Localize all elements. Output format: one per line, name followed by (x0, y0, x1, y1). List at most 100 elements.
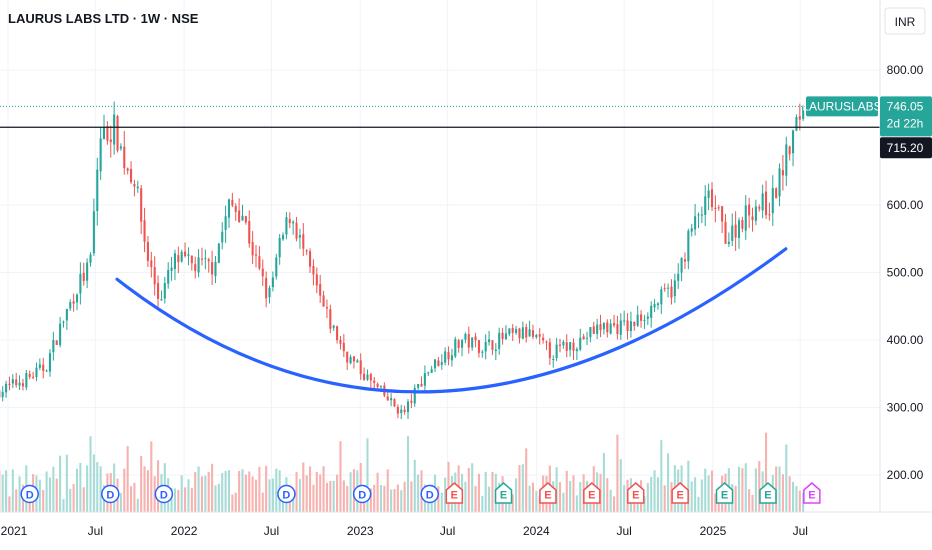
volume-bar (471, 463, 474, 512)
earnings-marker[interactable]: E (671, 482, 689, 504)
candle-body (734, 224, 737, 238)
volume-bar (717, 496, 720, 512)
candle-body (731, 225, 734, 241)
volume-bar (572, 475, 575, 512)
earnings-marker[interactable]: E (583, 482, 601, 504)
volume-bar (82, 487, 85, 512)
candle-body (400, 409, 403, 414)
volume-bar (609, 489, 612, 512)
volume-bar (366, 438, 369, 512)
candle-body (464, 333, 467, 340)
volume-bar (798, 490, 801, 512)
candle-body (8, 383, 11, 385)
volume-bar (207, 471, 210, 512)
level-price-label: 715.20 (887, 141, 924, 155)
earnings-marker[interactable]: E (445, 482, 464, 504)
candle-body (504, 333, 508, 340)
candle-body (102, 127, 106, 140)
volume-bar (184, 487, 187, 512)
volume-bar (15, 489, 18, 512)
earnings-marker[interactable]: E (715, 482, 734, 504)
candle-body (234, 206, 237, 212)
volume-bar (298, 479, 301, 512)
volume-bar (764, 432, 768, 512)
volume-bar (217, 483, 220, 512)
candle-body (52, 340, 55, 353)
volume-bar (785, 444, 788, 512)
candle-body (683, 259, 687, 262)
candle-body (579, 337, 582, 350)
candle-body (265, 277, 268, 299)
volume-bar (694, 477, 697, 512)
volume-bar (52, 466, 55, 512)
candle-body (555, 344, 558, 359)
earnings-marker[interactable]: E (494, 482, 513, 504)
event-marker-label: E (676, 490, 683, 502)
candle-body (96, 169, 99, 212)
dividend-marker[interactable]: D (277, 484, 296, 504)
candle-body (656, 303, 659, 306)
candle-body (491, 340, 494, 350)
currency-button[interactable] (884, 7, 926, 35)
time-tick-label: 2022 (171, 524, 198, 538)
volume-bar (1, 474, 4, 512)
candle-body (690, 228, 693, 232)
candle-body (258, 256, 261, 269)
volume-bar (667, 453, 670, 512)
candle-body (694, 216, 697, 230)
volume-bar (241, 469, 244, 512)
earnings-marker[interactable]: E (759, 482, 777, 504)
volume-bar (214, 485, 217, 512)
candle-body (376, 383, 379, 387)
volume-bar (69, 488, 72, 512)
candle-body (444, 351, 447, 363)
volume-bar (690, 481, 693, 512)
volume-bar (379, 484, 383, 512)
volume-bar (535, 491, 538, 512)
candle-body (271, 277, 274, 288)
dividend-marker[interactable]: D (352, 484, 372, 504)
volume-bar (369, 488, 372, 512)
volume-bar (211, 463, 214, 512)
earnings-marker[interactable]: E (627, 482, 645, 504)
volume-bar (778, 466, 781, 512)
candle-body (75, 294, 79, 303)
volume-bar (62, 499, 65, 512)
volume-bar (710, 470, 714, 512)
time-axis-ticks[interactable]: 2021 Jul 2022 Jul 2023 Jul 2024 Jul 2025 Jul (1, 524, 808, 538)
dividend-marker[interactable]: D (420, 484, 439, 504)
candle-body (531, 330, 535, 337)
candle-body (558, 344, 562, 346)
cup-curve-drawing[interactable] (115, 247, 788, 394)
volume-bar (173, 488, 176, 512)
candle-body (72, 301, 75, 304)
candlestick-series[interactable] (0, 101, 805, 420)
candle-body (116, 116, 119, 151)
time-tick-label: Jul (616, 524, 631, 538)
candle-body (406, 401, 410, 413)
symbol-price-tag: LAURUSLABS 746.05 2d 22h (802, 96, 932, 137)
earnings-marker[interactable]: E (539, 482, 557, 504)
candle-body (535, 334, 538, 338)
price-axis-panel[interactable] (880, 0, 932, 550)
volume-bar (79, 462, 82, 512)
volume-bar (748, 489, 751, 512)
volume-bar (437, 486, 440, 512)
earnings-marker[interactable]: E (803, 482, 821, 504)
dividend-marker[interactable]: D (154, 484, 174, 504)
volume-bar (643, 496, 646, 512)
candle-body (45, 370, 48, 372)
volume-bar (288, 494, 291, 512)
volume-bar (413, 459, 416, 512)
volume-bar (251, 476, 254, 512)
dividend-marker[interactable]: D (20, 484, 39, 504)
volume-bar (488, 486, 491, 512)
candle-body (488, 339, 491, 343)
candle-body (626, 320, 629, 332)
dividend-marker[interactable]: D (101, 484, 120, 504)
volume-bar (410, 481, 413, 512)
volume-bar (602, 453, 605, 512)
